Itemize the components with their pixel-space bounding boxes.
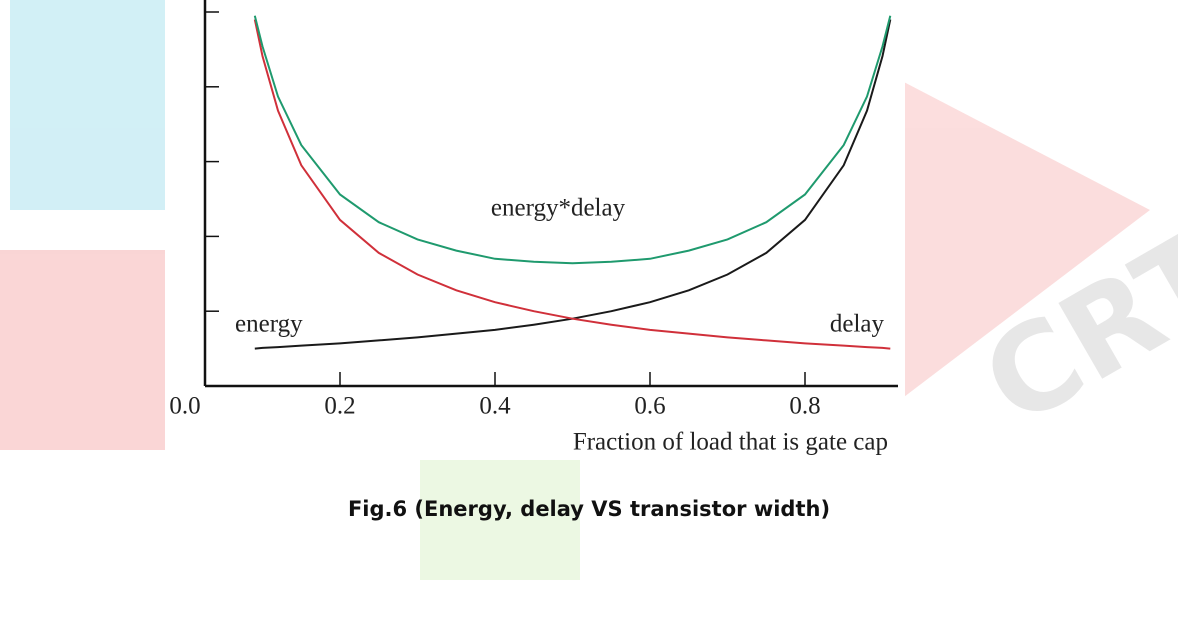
- x-tick-label: 0.6: [634, 393, 665, 420]
- x-tick-label: 0.4: [479, 393, 511, 420]
- series-label: energy: [235, 311, 303, 338]
- series-label: delay: [830, 311, 885, 338]
- caption: Fig.6 (Energy, delay VS transistor width…: [348, 497, 830, 521]
- series-line: [253, 15, 892, 265]
- x-tick-label: 0.0: [169, 393, 200, 420]
- series-label: energy*delay: [491, 195, 626, 222]
- chart-background: [165, 0, 905, 458]
- x-tick-label: 0.8: [789, 393, 820, 420]
- x-tick-label: 0.2: [324, 393, 355, 420]
- series-line: [253, 19, 891, 350]
- x-axis-label: Fraction of load that is gate cap: [573, 429, 888, 456]
